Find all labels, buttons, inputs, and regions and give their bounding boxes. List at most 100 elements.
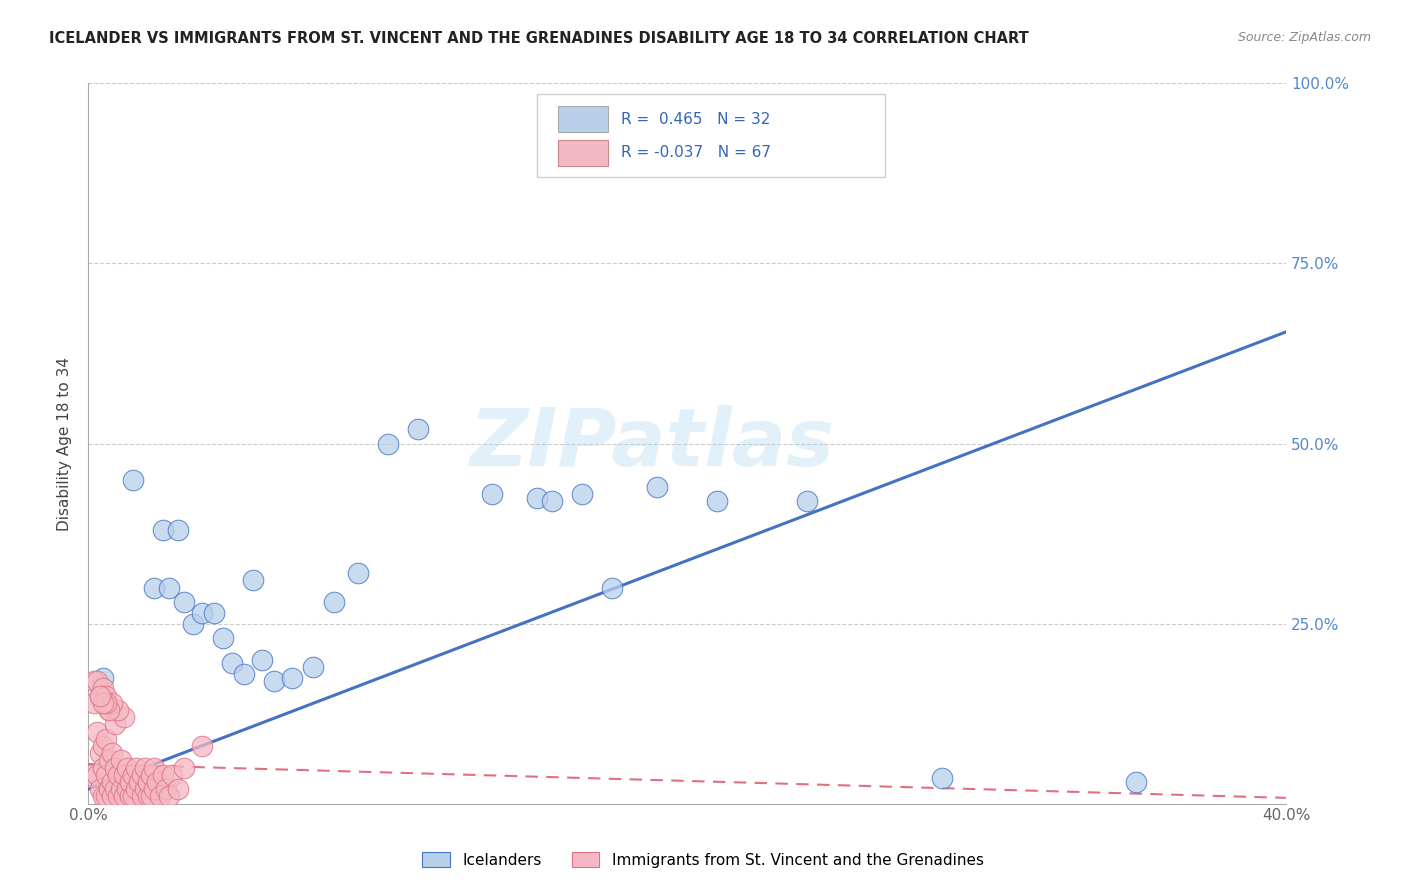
FancyBboxPatch shape bbox=[537, 95, 884, 178]
Point bbox=[98, 703, 121, 717]
Point bbox=[83, 696, 105, 710]
Point bbox=[83, 674, 105, 689]
Point bbox=[107, 768, 129, 782]
Point bbox=[89, 689, 111, 703]
Point bbox=[115, 782, 138, 797]
Text: ICELANDER VS IMMIGRANTS FROM ST. VINCENT AND THE GRENADINES DISABILITY AGE 18 TO: ICELANDER VS IMMIGRANTS FROM ST. VINCENT… bbox=[49, 31, 1029, 46]
Point bbox=[91, 739, 114, 753]
Point bbox=[112, 710, 135, 724]
Point bbox=[131, 768, 153, 782]
Point bbox=[107, 789, 129, 804]
Point bbox=[80, 768, 103, 782]
Point bbox=[571, 487, 593, 501]
Point bbox=[250, 652, 273, 666]
Point bbox=[134, 782, 156, 797]
Point bbox=[157, 789, 180, 804]
Point bbox=[101, 746, 124, 760]
Point bbox=[94, 696, 117, 710]
Point bbox=[134, 761, 156, 775]
Point bbox=[98, 753, 121, 767]
Point bbox=[125, 782, 148, 797]
Point bbox=[931, 772, 953, 786]
Point bbox=[91, 671, 114, 685]
Point bbox=[645, 480, 668, 494]
Point bbox=[143, 761, 166, 775]
Point bbox=[796, 494, 818, 508]
Point bbox=[377, 436, 399, 450]
Point bbox=[94, 731, 117, 746]
Point bbox=[139, 768, 162, 782]
Point bbox=[181, 616, 204, 631]
Point bbox=[152, 523, 174, 537]
Point bbox=[131, 789, 153, 804]
Text: Source: ZipAtlas.com: Source: ZipAtlas.com bbox=[1237, 31, 1371, 45]
Point bbox=[86, 768, 108, 782]
Point bbox=[94, 689, 117, 703]
Point bbox=[242, 574, 264, 588]
Point bbox=[120, 789, 142, 804]
Point bbox=[98, 703, 121, 717]
Point bbox=[110, 782, 132, 797]
Point bbox=[104, 782, 127, 797]
Point bbox=[1125, 775, 1147, 789]
Point bbox=[122, 789, 145, 804]
Point bbox=[322, 595, 344, 609]
Point bbox=[143, 782, 166, 797]
Point bbox=[139, 789, 162, 804]
Point bbox=[167, 782, 190, 797]
Point bbox=[91, 696, 114, 710]
Point bbox=[89, 782, 111, 797]
Point bbox=[101, 775, 124, 789]
Point bbox=[221, 656, 243, 670]
Point bbox=[173, 595, 195, 609]
Point bbox=[155, 782, 177, 797]
Point bbox=[112, 789, 135, 804]
Point bbox=[94, 768, 117, 782]
Point bbox=[160, 768, 183, 782]
Point bbox=[202, 606, 225, 620]
Point bbox=[263, 674, 285, 689]
FancyBboxPatch shape bbox=[558, 140, 607, 166]
Point bbox=[89, 689, 111, 703]
Point bbox=[526, 491, 548, 505]
Point bbox=[143, 581, 166, 595]
Point bbox=[120, 775, 142, 789]
Text: R = -0.037   N = 67: R = -0.037 N = 67 bbox=[621, 145, 770, 161]
Point bbox=[122, 768, 145, 782]
Point bbox=[110, 753, 132, 767]
Point bbox=[232, 667, 254, 681]
Point bbox=[125, 761, 148, 775]
Point bbox=[541, 494, 564, 508]
Point bbox=[91, 789, 114, 804]
Point bbox=[173, 761, 195, 775]
Point bbox=[281, 671, 304, 685]
Point bbox=[104, 717, 127, 731]
Legend: Icelanders, Immigrants from St. Vincent and the Grenadines: Icelanders, Immigrants from St. Vincent … bbox=[415, 844, 991, 875]
Point bbox=[146, 775, 169, 789]
Point bbox=[122, 473, 145, 487]
Y-axis label: Disability Age 18 to 34: Disability Age 18 to 34 bbox=[58, 357, 72, 531]
Point bbox=[136, 775, 159, 789]
Point bbox=[149, 789, 172, 804]
Point bbox=[115, 761, 138, 775]
Point bbox=[136, 789, 159, 804]
Point bbox=[128, 775, 150, 789]
Point bbox=[86, 724, 108, 739]
Point bbox=[101, 789, 124, 804]
Point bbox=[301, 660, 323, 674]
Point bbox=[706, 494, 728, 508]
Point bbox=[191, 606, 214, 620]
Text: R =  0.465   N = 32: R = 0.465 N = 32 bbox=[621, 112, 770, 127]
Point bbox=[191, 739, 214, 753]
Point bbox=[157, 581, 180, 595]
Point bbox=[406, 422, 429, 436]
Point bbox=[86, 674, 108, 689]
Point bbox=[94, 789, 117, 804]
Point bbox=[89, 746, 111, 760]
Point bbox=[91, 681, 114, 696]
Point bbox=[481, 487, 503, 501]
Text: ZIPatlas: ZIPatlas bbox=[468, 405, 834, 483]
Point bbox=[152, 768, 174, 782]
Point bbox=[167, 523, 190, 537]
Point bbox=[104, 761, 127, 775]
